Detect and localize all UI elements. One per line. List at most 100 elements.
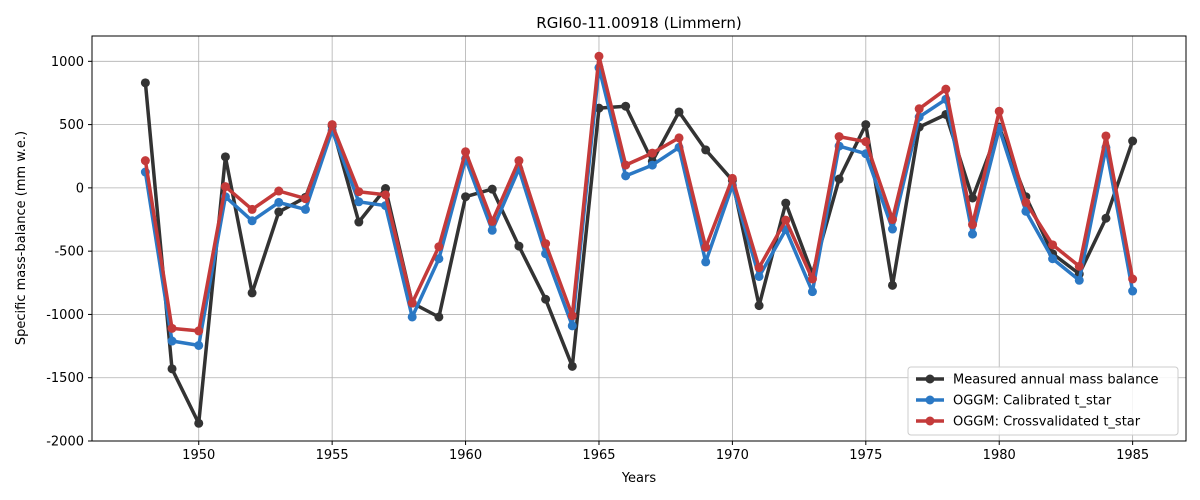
axis-ticks: 1950 1955 1960 1965 1970 1975 1980 1985 -2000 -15… <box>46 55 1149 463</box>
data-point <box>701 242 711 252</box>
data-point <box>487 216 497 226</box>
data-point <box>1128 286 1138 296</box>
legend: Measured annual mass balance OGGM: Calibr… <box>907 366 1179 436</box>
data-point <box>434 312 444 322</box>
series-3 <box>140 51 1138 336</box>
x-tick-label: 1970 <box>716 448 749 463</box>
data-point <box>167 323 177 333</box>
data-point <box>1101 131 1111 141</box>
plot-frame <box>91 35 1187 442</box>
data-point <box>220 152 230 162</box>
series-line <box>143 54 1135 333</box>
data-point <box>968 220 978 230</box>
data-point <box>407 312 417 322</box>
data-point <box>327 120 337 130</box>
data-point <box>621 101 631 111</box>
x-tick-label: 1965 <box>582 448 615 463</box>
legend-item: Measured annual mass balance <box>916 373 1159 388</box>
y-tick-label: 1000 <box>51 55 84 70</box>
data-point <box>194 340 204 350</box>
legend-marker <box>925 374 935 384</box>
data-point <box>834 132 844 142</box>
data-point <box>887 224 897 234</box>
data-point <box>300 204 310 214</box>
data-point <box>701 257 711 267</box>
legend-label: Measured annual mass balance <box>953 373 1159 388</box>
y-tick-label: -1500 <box>46 371 84 386</box>
data-point <box>834 174 844 184</box>
data-point <box>487 184 497 194</box>
data-point <box>167 364 177 374</box>
data-point <box>1048 240 1058 250</box>
data-point <box>594 51 604 61</box>
data-point <box>621 171 631 181</box>
data-point <box>541 294 551 304</box>
data-point <box>461 147 471 157</box>
chart-title: RGI60-11.00918 (Limmern) <box>536 14 741 32</box>
data-point <box>1074 261 1084 271</box>
series-line <box>143 65 1135 348</box>
data-point <box>621 160 631 170</box>
data-point <box>274 186 284 196</box>
data-point <box>274 197 284 207</box>
legend-label: OGGM: Calibrated t_star <box>953 394 1112 409</box>
data-point <box>674 107 684 117</box>
data-point <box>514 156 524 166</box>
data-point <box>887 215 897 225</box>
data-point <box>754 301 764 311</box>
data-point <box>701 145 711 155</box>
data-point <box>754 271 764 281</box>
data-point <box>354 217 364 227</box>
legend-box <box>907 366 1179 436</box>
data-point <box>461 192 471 202</box>
data-point <box>887 280 897 290</box>
data-point <box>647 160 657 170</box>
data-point <box>354 197 364 207</box>
data-point <box>861 137 871 147</box>
series-lines <box>140 51 1138 428</box>
data-point <box>167 336 177 346</box>
data-point <box>994 106 1004 116</box>
data-point <box>647 148 657 158</box>
data-point <box>247 216 257 226</box>
x-tick-label: 1960 <box>449 448 482 463</box>
data-point <box>1074 275 1084 285</box>
x-tick-label: 1955 <box>316 448 349 463</box>
data-point <box>861 120 871 130</box>
legend-marker <box>925 416 935 426</box>
data-point <box>140 78 150 88</box>
x-tick-label: 1980 <box>983 448 1016 463</box>
data-point <box>541 239 551 249</box>
data-point <box>781 198 791 208</box>
data-point <box>194 326 204 336</box>
data-point <box>434 254 444 264</box>
y-tick-label: -500 <box>54 245 84 260</box>
data-point <box>381 190 391 200</box>
y-axis-label: Specific mass-balance (mm w.e.) <box>14 131 29 345</box>
data-point <box>968 229 978 239</box>
data-point <box>1048 254 1058 264</box>
data-point <box>941 84 951 94</box>
data-point <box>247 288 257 298</box>
y-tick-label: -1000 <box>46 308 84 323</box>
data-point <box>567 321 577 331</box>
data-point <box>674 133 684 143</box>
data-point <box>914 104 924 114</box>
data-point <box>807 274 817 284</box>
data-point <box>140 156 150 166</box>
data-point <box>567 361 577 371</box>
data-point <box>274 207 284 217</box>
data-point <box>807 287 817 297</box>
data-point <box>968 193 978 203</box>
data-point <box>407 298 417 308</box>
series-2 <box>140 63 1138 350</box>
data-point <box>727 173 737 183</box>
data-point <box>434 242 444 252</box>
legend-item: OGGM: Crossvalidated t_star <box>916 415 1141 430</box>
legend-label: OGGM: Crossvalidated t_star <box>953 415 1141 430</box>
legend-marker <box>925 395 935 405</box>
data-point <box>1021 197 1031 207</box>
data-point <box>781 215 791 225</box>
data-point <box>1128 274 1138 284</box>
